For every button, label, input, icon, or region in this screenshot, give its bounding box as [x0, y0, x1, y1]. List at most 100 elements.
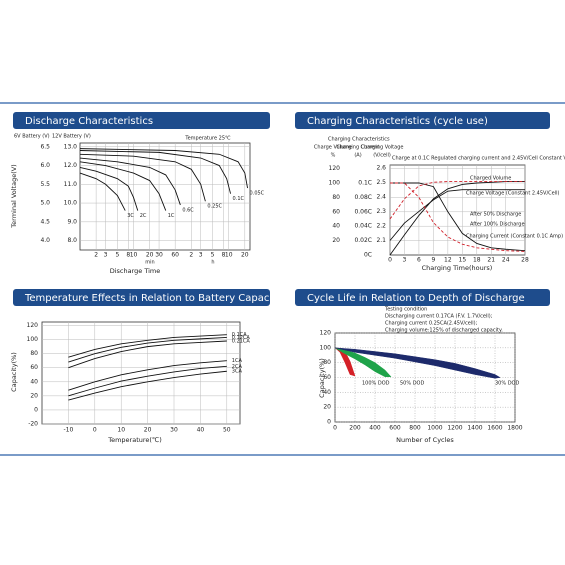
x-tick-label: 1800 — [507, 425, 522, 432]
series-label: 0.21CA — [232, 338, 251, 344]
series-line — [389, 189, 525, 241]
series-line — [68, 340, 227, 369]
x-tick-label: 40 — [197, 427, 205, 434]
y2-tick-label: 0.02C — [354, 237, 372, 244]
x-tick-label: 3 — [104, 252, 108, 259]
header-bar — [295, 112, 550, 129]
y3-tick-label: 2.3 — [376, 208, 386, 215]
series-label: 0.25C — [207, 204, 222, 210]
x-tick-label: 24 — [502, 257, 510, 264]
x-tick-label: 1400 — [467, 425, 482, 432]
y3-tick-label: 2.1 — [376, 237, 386, 244]
series-label: Charging Current (Constant 0.1C Amp) — [466, 234, 563, 240]
y-tick-label: 9.0 — [67, 218, 77, 225]
y3-tick-label: 2.5 — [376, 179, 386, 186]
x-tick-label: 400 — [369, 425, 381, 432]
y-tick-label: -20 — [28, 421, 38, 428]
y-tick-label: 0 — [34, 406, 38, 413]
x-tick-label: 0 — [388, 257, 392, 264]
y-tick-label: 12.0 — [64, 162, 78, 169]
chart-title: Discharge Characteristics — [25, 116, 153, 127]
y2-tick-label: 6.5 — [40, 143, 50, 150]
series-label: 3C — [127, 213, 134, 219]
annotation: Charge Volume — [314, 145, 352, 151]
x-tick-label: 1600 — [487, 425, 502, 432]
x-tick-label: 30 — [155, 252, 163, 259]
series-label: 100% DOD — [362, 381, 390, 387]
x-tick-label: 5 — [211, 252, 215, 259]
x-axis-title: Charging Time(hours) — [422, 264, 493, 272]
x-tick-label: 1200 — [447, 425, 462, 432]
x-tick-label: 21 — [487, 257, 495, 264]
x-tick-label: 10 — [117, 427, 125, 434]
x-tick-label: 60 — [171, 252, 179, 259]
x-tick-label: 200 — [349, 425, 361, 432]
x-tick-label: 9 — [431, 257, 435, 264]
y-tick-label: 13.0 — [64, 143, 78, 150]
series-line — [389, 181, 525, 220]
series-label: 0.1CA — [232, 332, 247, 338]
series-line — [68, 334, 227, 358]
annotation: h — [211, 260, 214, 266]
x-tick-label: 8 — [126, 252, 130, 259]
y-tick-label: 40 — [30, 378, 38, 385]
series-label: 3CA — [232, 369, 243, 375]
y-axis-title: Capacity(%) — [318, 358, 326, 398]
annotation: (V/cell) — [373, 153, 391, 159]
series-line — [79, 148, 248, 189]
series-line — [390, 182, 526, 252]
series-label: 0.1C — [233, 196, 245, 202]
series-label: After 50% Discharge — [470, 212, 521, 218]
annotation: (A) — [354, 153, 361, 159]
series-line — [79, 172, 126, 211]
x-axis-title: Discharge Time — [110, 267, 161, 275]
series-line — [79, 157, 181, 206]
x-tick-label: 10 — [225, 252, 233, 259]
y-tick-label: 80 — [30, 350, 38, 357]
chart: Cycle Life in Relation to Depth of Disch… — [295, 289, 550, 444]
series-label: 30% DOD — [495, 381, 519, 387]
y2-tick-label: 0.04C — [354, 223, 372, 230]
x-tick-label: 28 — [521, 257, 529, 264]
annotation: Charging current 0.25CA(2.45V/cell); — [385, 321, 478, 327]
y3-tick-label: 2.6 — [376, 164, 386, 171]
x-tick-label: 10 — [130, 252, 138, 259]
plot-frame — [79, 142, 251, 251]
x-tick-label: 2 — [94, 252, 98, 259]
chart-title: Temperature Effects in Relation to Batte… — [24, 293, 282, 304]
x-tick-label: 30 — [170, 427, 178, 434]
annotation: min — [145, 260, 154, 266]
y-tick-label: 40 — [323, 389, 331, 396]
x-tick-label: 600 — [389, 425, 401, 432]
y2-tick-label: 4.5 — [40, 218, 50, 225]
annotation: 12V Battery (V) — [52, 134, 91, 140]
header-bar — [295, 289, 550, 306]
x-tick-label: 50 — [223, 427, 231, 434]
x-tick-label: -10 — [63, 427, 73, 434]
y-tick-label: 100 — [329, 180, 341, 187]
series-label: 1CA — [232, 358, 243, 364]
y-tick-label: 11.0 — [64, 181, 78, 188]
y2-tick-label: 0C — [364, 252, 372, 259]
y-tick-label: 10.0 — [64, 200, 78, 207]
annotation: Charge at 0.1C Regulated charging curren… — [392, 156, 565, 162]
x-tick-label: 20 — [146, 252, 154, 259]
annotation: Charging Characteristics — [328, 137, 390, 143]
y-axis-title: Terminal Voltage(V) — [10, 164, 18, 228]
annotation: 6V Battery (V) — [14, 134, 50, 140]
series-label: Charge Voltage (Constant 2.45V/Cell) — [466, 191, 559, 197]
series-line — [390, 182, 526, 252]
y3-tick-label: 2.2 — [376, 222, 386, 229]
x-tick-label: 15 — [459, 257, 467, 264]
y2-tick-label: 5.5 — [40, 181, 50, 188]
series-band — [334, 347, 501, 379]
y2-tick-label: 5.0 — [40, 200, 50, 207]
y-tick-label: 20 — [332, 237, 340, 244]
series-label: 0.12CA — [232, 335, 251, 341]
header-bar — [13, 289, 270, 306]
y3-tick-label: 2.4 — [376, 193, 386, 200]
y-tick-label: 20 — [30, 392, 38, 399]
series-label: 50% DOD — [400, 381, 424, 387]
x-tick-label: 8 — [222, 252, 226, 259]
